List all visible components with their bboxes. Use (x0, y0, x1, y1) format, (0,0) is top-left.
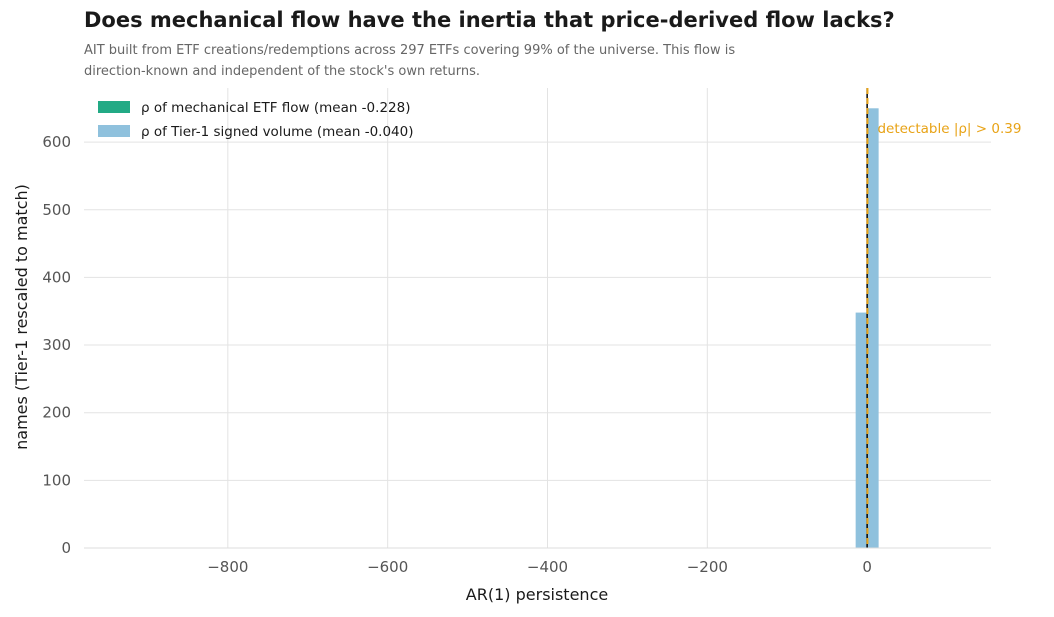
chart-title: Does mechanical flow have the inertia th… (84, 8, 895, 32)
subtitle-line-2: direction-known and independent of the s… (84, 64, 481, 79)
y-tick-label: 500 (42, 201, 71, 219)
y-axis-label: names (Tier-1 rescaled to match) (12, 184, 31, 450)
histogram-bars (855, 108, 879, 548)
histogram-bar (867, 108, 879, 548)
y-tick-label: 300 (42, 336, 71, 354)
threshold-annotation: detectable |ρ| > 0.39 (877, 121, 1021, 137)
legend-swatch (98, 125, 130, 137)
x-tick-label: −200 (687, 558, 728, 576)
y-tick-label: 600 (42, 133, 71, 151)
legend-label: ρ of Tier-1 signed volume (mean -0.040) (141, 124, 414, 140)
subtitle-line-1: AIT built from ETF creations/redemptions… (84, 43, 736, 58)
histogram-bar (855, 312, 867, 548)
x-tick-label: −600 (367, 558, 408, 576)
x-tick-label: −800 (207, 558, 248, 576)
y-tick-label: 400 (42, 268, 71, 286)
y-tick-label: 0 (61, 539, 71, 557)
x-tick-label: 0 (862, 558, 872, 576)
legend-swatch (98, 101, 130, 113)
axes: −800 −600 −400 −200 0 0 100 200 300 400 500 600 (42, 133, 991, 576)
x-tick-label: −400 (527, 558, 568, 576)
legend: ρ of mechanical ETF flow (mean -0.228) ρ … (98, 100, 414, 140)
y-tick-label: 100 (42, 471, 71, 489)
x-axis-label: AR(1) persistence (466, 585, 608, 604)
chart-subtitle: AIT built from ETF creations/redemptions… (84, 40, 904, 82)
legend-label: ρ of mechanical ETF flow (mean -0.228) (141, 100, 410, 116)
y-tick-label: 200 (42, 404, 71, 422)
grid-lines (84, 88, 991, 549)
reference-lines: detectable |ρ| > 0.39 (866, 88, 1021, 548)
